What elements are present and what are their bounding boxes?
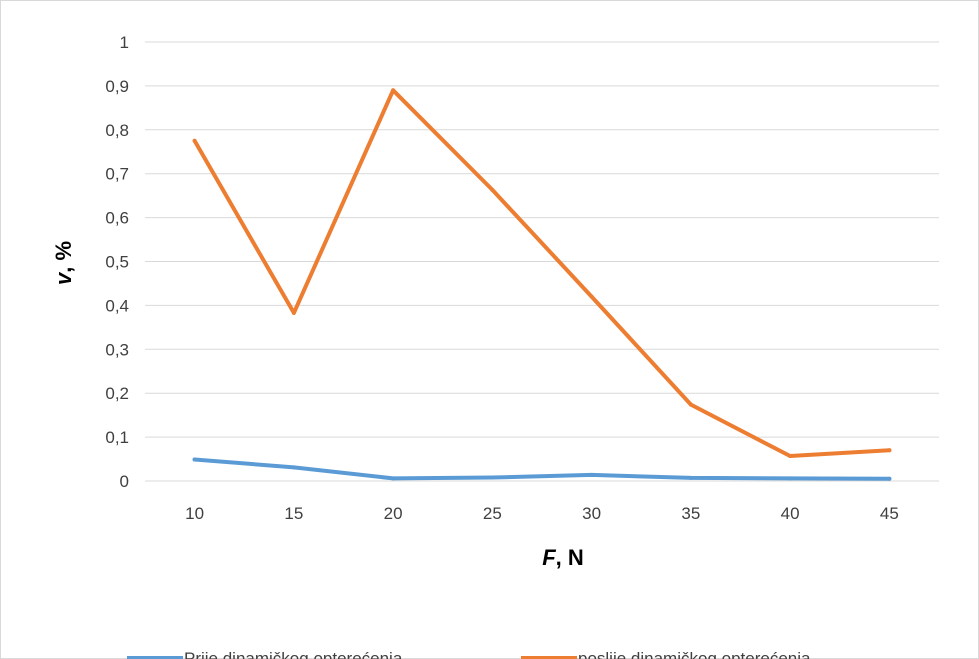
series-lines [192, 88, 892, 481]
series-line-0 [192, 457, 892, 481]
y-tick-label: 0,3 [105, 340, 129, 359]
data-point [589, 294, 594, 299]
x-tick-label: 40 [781, 504, 800, 523]
y-tick-label: 0,8 [105, 121, 129, 140]
y-axis-ticks: 0 0,1 0,2 0,3 0,4 0,5 0,6 0,7 0,8 0,9 1 [105, 33, 129, 491]
data-point [788, 476, 793, 481]
gridlines [145, 41, 939, 482]
data-point [490, 475, 495, 480]
series-line-1 [192, 88, 892, 458]
y-tick-label: 0,1 [105, 428, 129, 447]
x-tick-label: 30 [582, 504, 601, 523]
y-axis-title-unit: , % [51, 241, 76, 273]
data-point [490, 187, 495, 192]
legend: Prije dinamičkog opterećenja poslije din… [127, 649, 811, 659]
y-axis-title-variable: v [51, 271, 76, 285]
data-point [192, 457, 197, 462]
data-point [589, 472, 594, 477]
y-tick-label: 1 [120, 33, 129, 52]
y-tick-label: 0,2 [105, 384, 129, 403]
y-tick-label: 0 [120, 472, 129, 491]
x-axis-title-unit: , N [556, 545, 584, 570]
y-tick-label: 0,9 [105, 77, 129, 96]
data-point [291, 310, 296, 315]
data-point [788, 453, 793, 458]
x-tick-label: 35 [681, 504, 700, 523]
x-tick-label: 20 [384, 504, 403, 523]
x-tick-label: 45 [880, 504, 899, 523]
legend-label-prije: Prije dinamičkog opterećenja [184, 649, 403, 659]
legend-label-poslije: poslije dinamičkog opterećenja [578, 649, 811, 659]
data-point [688, 475, 693, 480]
x-axis-title: F, N [542, 545, 584, 570]
data-point [887, 476, 892, 481]
y-axis-title: v, % [51, 241, 76, 285]
x-tick-label: 15 [284, 504, 303, 523]
y-tick-label: 0,6 [105, 209, 129, 228]
y-tick-label: 0,7 [105, 165, 129, 184]
y-tick-label: 0,4 [105, 296, 129, 315]
x-axis-ticks: 10 15 20 25 30 35 40 45 [185, 504, 899, 523]
data-point [291, 465, 296, 470]
x-axis-title-variable: F [542, 545, 556, 570]
x-tick-label: 25 [483, 504, 502, 523]
data-point [391, 476, 396, 481]
data-point [887, 448, 892, 453]
data-point [192, 138, 197, 143]
x-tick-label: 10 [185, 504, 204, 523]
y-tick-label: 0,5 [105, 253, 129, 272]
data-point [391, 88, 396, 93]
data-point [688, 402, 693, 407]
